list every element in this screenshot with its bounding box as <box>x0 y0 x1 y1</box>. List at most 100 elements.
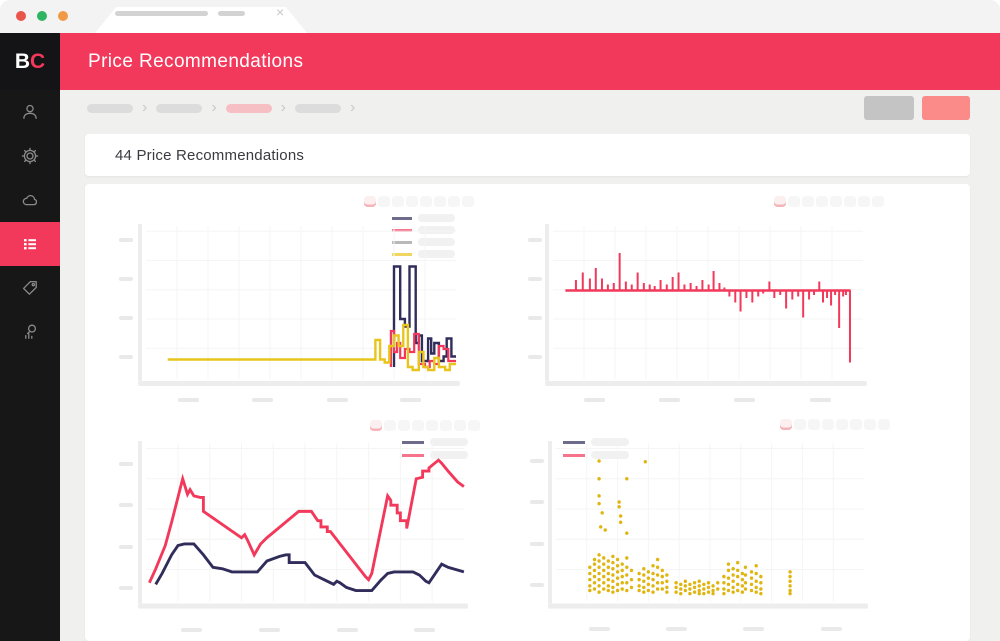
scatter-point <box>629 585 634 590</box>
scatter-point <box>692 585 697 590</box>
legend-item-pink-series[interactable] <box>563 451 629 459</box>
x-axis-bar <box>545 381 867 386</box>
modebar-tool-icon[interactable] <box>398 420 410 431</box>
modebar-tool-icon[interactable] <box>384 420 396 431</box>
scatter-point <box>726 568 731 573</box>
scatter-point <box>749 576 754 580</box>
modebar-tool-icon[interactable] <box>850 419 862 430</box>
modebar-tool-icon[interactable] <box>816 196 828 207</box>
tab-close-icon[interactable]: × <box>276 4 285 20</box>
scatter-point <box>759 574 763 579</box>
scatter-point <box>679 582 683 587</box>
legend-item-navy-series[interactable] <box>402 438 468 446</box>
scatter-point <box>697 579 701 583</box>
scatter-point <box>740 571 745 576</box>
modebar-tool-icon[interactable] <box>406 196 418 207</box>
sidebar-item-user[interactable] <box>0 90 60 134</box>
modebar-tool-icon[interactable] <box>412 420 424 431</box>
modebar-tool-icon[interactable] <box>872 196 884 207</box>
modebar-tool-icon[interactable] <box>426 420 438 431</box>
scatter-point <box>722 581 726 585</box>
modebar-tool-icon[interactable] <box>802 196 814 207</box>
x-axis-bar <box>138 381 460 386</box>
chart4-modebar <box>778 419 890 430</box>
tab-title-placeholder <box>115 11 208 16</box>
y-axis-tick-placeholder <box>528 238 542 242</box>
camera-icon[interactable] <box>364 196 376 207</box>
modebar-tool-icon[interactable] <box>844 196 856 207</box>
sidebar-item-search-stats[interactable] <box>0 310 60 354</box>
scatter-point <box>629 568 634 573</box>
modebar-tool-icon[interactable] <box>878 419 890 430</box>
modebar-tool-icon[interactable] <box>468 420 480 431</box>
breadcrumb-pill[interactable] <box>294 103 341 113</box>
scatter-point <box>588 571 592 576</box>
modebar-tool-icon[interactable] <box>864 419 876 430</box>
primary-button[interactable] <box>922 96 970 120</box>
y-axis-tick-placeholder <box>119 586 133 590</box>
legend-item-pink-series[interactable] <box>402 451 468 459</box>
modebar-tool-icon[interactable] <box>822 419 834 430</box>
scatter-point <box>749 570 754 574</box>
legend-item-navy-series[interactable] <box>392 214 455 222</box>
scatter-point <box>711 584 715 588</box>
scatter-point <box>625 531 629 535</box>
scatter-point <box>611 567 615 571</box>
modebar-tool-icon[interactable] <box>836 419 848 430</box>
traffic-light-close-icon[interactable] <box>16 11 26 21</box>
modebar-tool-icon[interactable] <box>420 196 432 207</box>
traffic-light-minimize-icon[interactable] <box>37 11 47 21</box>
modebar-tool-icon[interactable] <box>808 419 820 430</box>
breadcrumb-pill-active[interactable] <box>225 103 272 113</box>
scatter-point <box>620 587 624 591</box>
modebar-tool-icon[interactable] <box>454 420 466 431</box>
traffic-light-maximize-icon[interactable] <box>58 11 68 21</box>
scatter-point <box>617 500 621 504</box>
y-axis-tick-placeholder <box>119 462 133 466</box>
modebar-tool-icon[interactable] <box>434 196 446 207</box>
camera-icon[interactable] <box>774 196 786 207</box>
modebar-tool-icon[interactable] <box>440 420 452 431</box>
scatter-point <box>716 587 720 591</box>
scatter-point <box>597 584 601 588</box>
modebar-tool-icon[interactable] <box>462 196 474 207</box>
scatter-point <box>679 591 683 596</box>
sidebar-item-tag[interactable] <box>0 266 60 310</box>
sidebar-item-gear[interactable] <box>0 134 60 178</box>
legend-item-yellow-series[interactable] <box>392 250 455 258</box>
sidebar-item-list[interactable] <box>0 222 60 266</box>
y-axis-tick-placeholder <box>528 355 542 359</box>
modebar-tool-icon[interactable] <box>392 196 404 207</box>
legend-item-navy-series[interactable] <box>563 438 629 446</box>
modebar-tool-icon[interactable] <box>830 196 842 207</box>
scatter-point <box>588 577 592 582</box>
breadcrumb-pill[interactable] <box>87 103 133 113</box>
camera-icon[interactable] <box>780 419 792 430</box>
scatter-point <box>754 579 758 583</box>
scatter-point <box>683 579 688 583</box>
legend-item-gray-series[interactable] <box>392 238 455 246</box>
modebar-tool-icon[interactable] <box>448 196 460 207</box>
scatter-point <box>651 590 655 594</box>
modebar-tool-icon[interactable] <box>794 419 806 430</box>
sidebar-item-cloud[interactable] <box>0 178 60 222</box>
scatter-point <box>660 568 664 573</box>
scatter-point <box>749 588 754 593</box>
secondary-button[interactable] <box>864 96 914 120</box>
legend-item-pink-series[interactable] <box>392 226 455 234</box>
scatter-point <box>646 570 651 574</box>
scatter-point <box>743 587 748 591</box>
breadcrumb-pill[interactable] <box>156 103 203 113</box>
x-axis-tick-placeholder <box>178 398 199 402</box>
modebar-tool-icon[interactable] <box>788 196 800 207</box>
modebar-tool-icon[interactable] <box>858 196 870 207</box>
scatter-point <box>702 582 706 587</box>
scatter-point <box>611 585 615 590</box>
y-axis-tick-placeholder <box>119 316 133 320</box>
y-axis-tick-placeholder <box>530 459 544 463</box>
scatter-point <box>665 579 669 583</box>
scatter-point <box>606 559 611 563</box>
modebar-tool-icon[interactable] <box>378 196 390 207</box>
camera-icon[interactable] <box>370 420 382 431</box>
tab-subtitle-placeholder <box>218 11 245 16</box>
